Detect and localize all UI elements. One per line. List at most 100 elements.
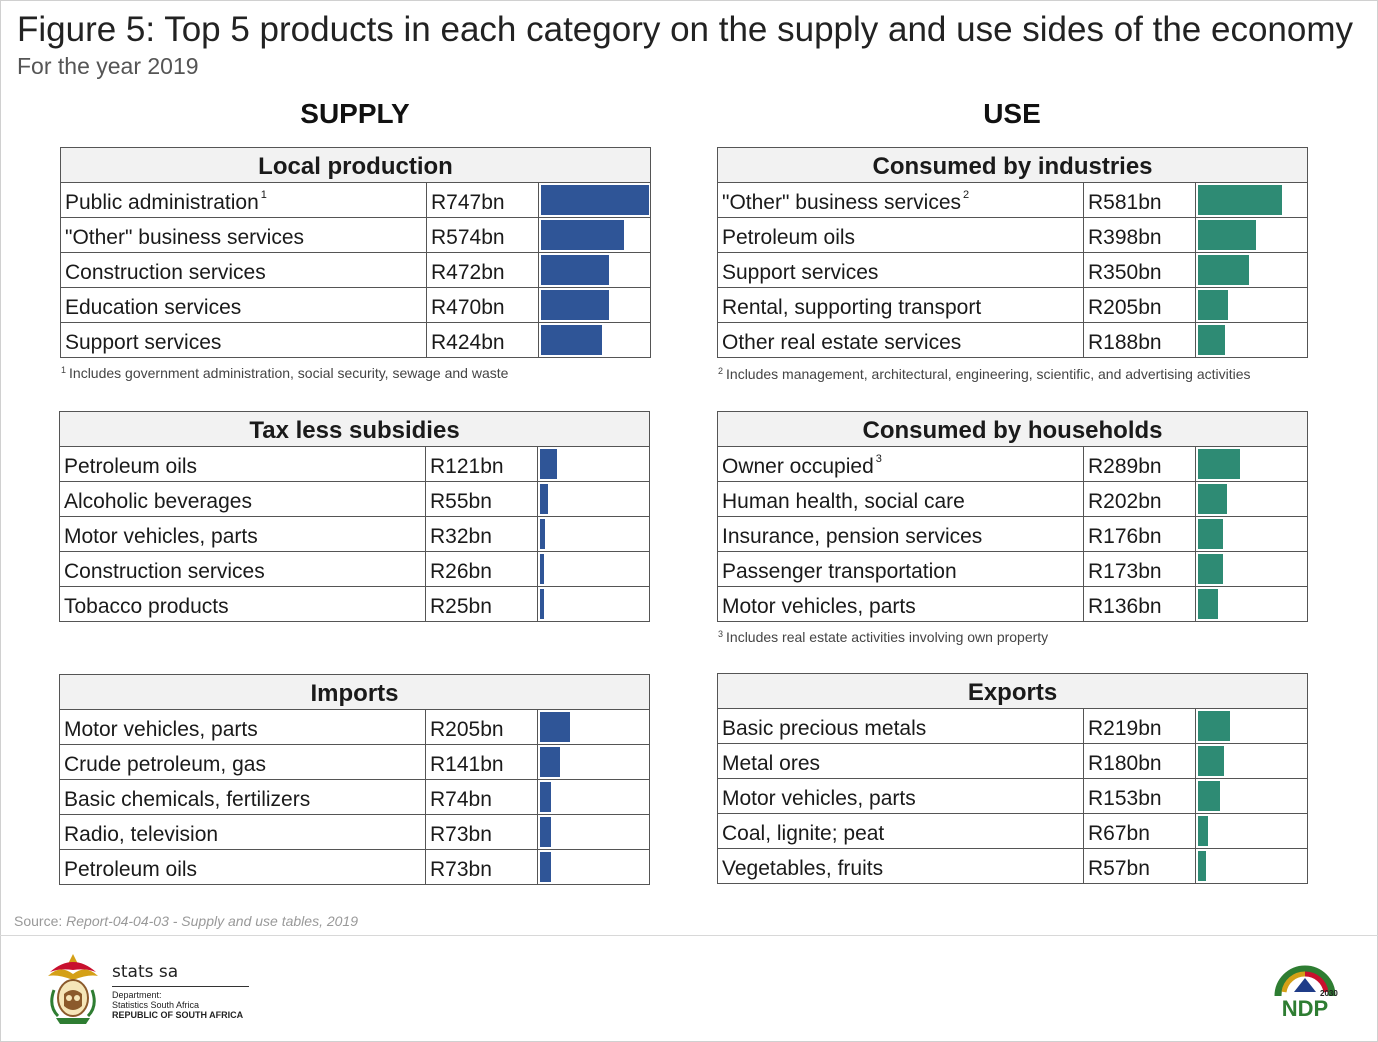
table-row: Other real estate services R188bn bbox=[717, 322, 1309, 358]
bar-cell bbox=[1194, 813, 1309, 849]
footer-divider bbox=[0, 935, 1378, 936]
ndp-year: 2030 bbox=[1320, 989, 1338, 998]
bar-cell bbox=[537, 814, 650, 850]
table-row: Owner occupied 3 R289bn bbox=[717, 446, 1308, 482]
value-label: R25bn bbox=[425, 586, 538, 622]
table-row: Passenger transportation R173bn bbox=[717, 551, 1308, 587]
product-label: Support services bbox=[60, 322, 427, 358]
brand-rule bbox=[112, 986, 249, 987]
brand-department: Department: bbox=[112, 990, 162, 1000]
bar-support-services bbox=[541, 325, 602, 355]
table-row: Construction services R26bn bbox=[59, 551, 651, 587]
bar-svg bbox=[1198, 484, 1227, 514]
source-note: Source: Report-04-04-03 - Supply and use… bbox=[14, 913, 358, 929]
table-row: Motor vehicles, parts R205bn bbox=[59, 709, 650, 745]
value-label: R470bn bbox=[426, 287, 539, 323]
value-label: R180bn bbox=[1083, 743, 1196, 779]
footnote-mark: 1 bbox=[260, 188, 267, 201]
bar-svg bbox=[540, 484, 548, 514]
category-text: Motor vehicles, parts bbox=[722, 594, 916, 618]
footnote-mark: 3 bbox=[875, 452, 882, 465]
product-label: Motor vehicles, parts bbox=[59, 516, 426, 552]
product-label: Petroleum oils bbox=[59, 446, 426, 482]
panel-title: Consumed by households bbox=[717, 411, 1308, 447]
brand-country: REPUBLIC OF SOUTH AFRICA bbox=[112, 1010, 244, 1020]
bar-cell bbox=[1194, 322, 1309, 358]
product-label: Petroleum oils bbox=[717, 217, 1084, 253]
product-label: Owner occupied 3 bbox=[717, 446, 1084, 482]
figure-subtitle: For the year 2019 bbox=[17, 53, 199, 79]
bar-svg bbox=[1198, 746, 1224, 776]
table-row: Support services R424bn bbox=[60, 322, 652, 358]
product-table: Consumed by industries "Other" business s… bbox=[716, 147, 1309, 358]
bar-rental-supporting-transport bbox=[1198, 290, 1228, 320]
panel-title: Tax less subsidies bbox=[58, 411, 651, 447]
bar-cell bbox=[1194, 182, 1309, 218]
category-text: Alcoholic beverages bbox=[64, 489, 252, 513]
source-title: Report-04-04-03 - Supply and use tables,… bbox=[66, 913, 358, 929]
table-row: Metal ores R180bn bbox=[717, 743, 1309, 779]
product-label: Vegetables, fruits bbox=[717, 848, 1084, 884]
product-table: Imports Motor vehicles, parts R205bn Crude … bbox=[59, 674, 650, 885]
bar-svg bbox=[1198, 781, 1220, 811]
value-label: R202bn bbox=[1083, 481, 1196, 517]
table-row: Construction services R472bn bbox=[60, 252, 652, 288]
product-label: Passenger transportation bbox=[717, 551, 1084, 587]
table-row: Human health, social care R202bn bbox=[717, 481, 1308, 517]
brand-organisation: Statistics South Africa bbox=[112, 1000, 200, 1010]
bar-cell bbox=[1194, 743, 1309, 779]
bar-svg bbox=[541, 185, 649, 215]
footnote-mark: 1 bbox=[61, 365, 67, 375]
value-label: R205bn bbox=[1083, 287, 1196, 323]
bar-crude-petroleum-gas bbox=[540, 747, 560, 777]
table-row: Motor vehicles, parts R32bn bbox=[59, 516, 651, 552]
bar-svg bbox=[1198, 325, 1225, 355]
product-label: Radio, television bbox=[59, 814, 426, 850]
bar-cell bbox=[536, 481, 651, 517]
value-label: R32bn bbox=[425, 516, 538, 552]
bar-human-health-social-care bbox=[1198, 484, 1227, 514]
panel-consumed-by-households: Consumed by households Owner occupied 3 R28… bbox=[717, 411, 1308, 622]
panel-tax-less-subsidies: Tax less subsidies Petroleum oils R121bn Al… bbox=[58, 411, 651, 622]
product-label: Construction services bbox=[59, 551, 426, 587]
value-label: R67bn bbox=[1083, 813, 1196, 849]
value-label: R121bn bbox=[425, 446, 538, 482]
bar-svg bbox=[540, 519, 545, 549]
category-text: Public administration bbox=[65, 190, 259, 214]
bar-cell bbox=[536, 516, 651, 552]
category-text: Human health, social care bbox=[722, 489, 965, 513]
bar-svg bbox=[1198, 255, 1249, 285]
bar-petroleum-oils bbox=[1198, 220, 1256, 250]
panel-local-production: Local production Public administration 1 R7… bbox=[59, 147, 652, 358]
bar-cell bbox=[1195, 586, 1308, 622]
bar-public-administration bbox=[541, 185, 649, 215]
bar-cell bbox=[536, 586, 651, 622]
category-text: Passenger transportation bbox=[722, 559, 957, 583]
category-text: "Other" business services bbox=[65, 225, 304, 249]
bar-cell bbox=[537, 252, 652, 288]
category-text: Motor vehicles, parts bbox=[64, 524, 258, 548]
bar-cell bbox=[537, 217, 652, 253]
bar-motor-vehicles-parts bbox=[540, 712, 570, 742]
category-text: Construction services bbox=[64, 559, 265, 583]
category-text: Petroleum oils bbox=[64, 857, 198, 881]
product-label: Motor vehicles, parts bbox=[717, 586, 1084, 622]
category-text: Basic precious metals bbox=[722, 716, 927, 740]
table-row: Insurance, pension services R176bn bbox=[717, 516, 1308, 552]
source-prefix: Source: bbox=[14, 913, 67, 929]
bar-cell bbox=[1194, 217, 1309, 253]
product-label: Construction services bbox=[60, 252, 427, 288]
product-label: Support services bbox=[717, 252, 1084, 288]
product-label: Motor vehicles, parts bbox=[59, 709, 426, 745]
bar-svg bbox=[1198, 519, 1223, 549]
bar-tobacco-products bbox=[540, 589, 544, 619]
panel-consumed-by-industries: Consumed by industries "Other" business s… bbox=[716, 147, 1309, 358]
bar-svg bbox=[540, 554, 544, 584]
bar-svg bbox=[540, 817, 551, 847]
bar-motor-vehicles-parts bbox=[1198, 589, 1218, 619]
bar-other-business-services bbox=[1198, 185, 1282, 215]
bar-basic-chemicals-fertilizers bbox=[540, 782, 551, 812]
product-label: Tobacco products bbox=[59, 586, 426, 622]
value-label: R173bn bbox=[1083, 551, 1196, 587]
bar-svg bbox=[541, 290, 609, 320]
